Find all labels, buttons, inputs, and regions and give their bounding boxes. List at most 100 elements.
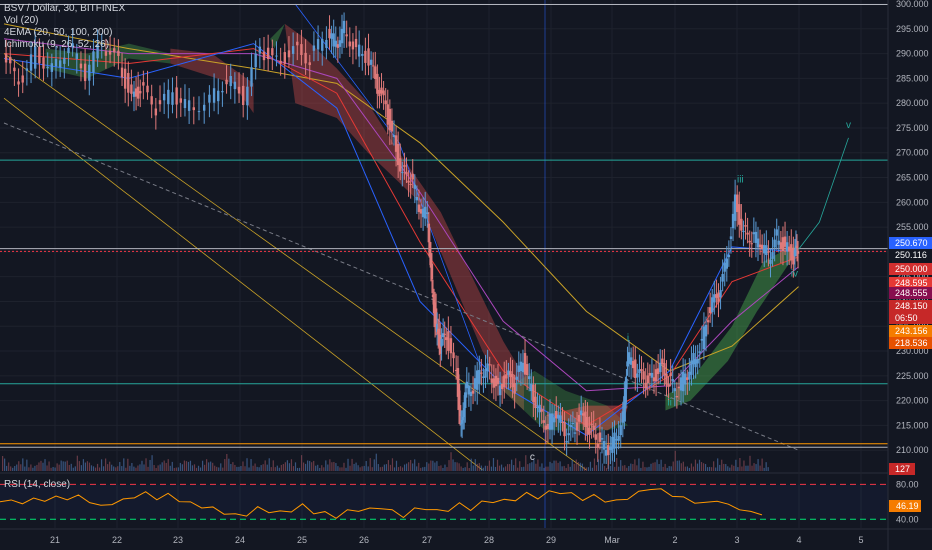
volume-bar	[702, 463, 705, 471]
volume-bar	[488, 460, 491, 471]
volume-bar	[179, 462, 181, 471]
candle-body	[421, 208, 425, 218]
volume-bar	[34, 465, 36, 471]
candle-body	[708, 307, 712, 314]
volume-bar	[40, 460, 42, 471]
candle-body	[430, 263, 434, 280]
candle-body	[796, 250, 800, 254]
volume-bar	[434, 462, 436, 471]
volume-bar	[557, 462, 559, 471]
wave-label: iii	[737, 174, 744, 185]
volume-bar	[197, 465, 200, 471]
candle-body	[452, 352, 455, 359]
candle-body	[706, 320, 710, 323]
candle-body	[598, 432, 602, 442]
vol-legend[interactable]: Vol (20)	[4, 15, 39, 26]
candle-body	[441, 333, 445, 338]
candle-body	[769, 259, 772, 264]
rsi-legend[interactable]: RSI (14, close)	[4, 479, 71, 490]
volume-bar	[608, 465, 610, 471]
candle-body	[150, 96, 153, 105]
candle-body	[100, 43, 103, 45]
candle-body	[463, 408, 466, 418]
candle-body	[25, 68, 29, 71]
volume-bar	[10, 466, 12, 471]
ema-legend[interactable]: 4EMA (20, 50, 100, 200)	[4, 27, 113, 38]
candle-body	[392, 135, 396, 137]
candle-body	[496, 377, 500, 385]
volume-bar	[444, 464, 446, 471]
candle-body	[592, 425, 595, 430]
candle-body	[127, 72, 130, 93]
candle-body	[511, 374, 514, 388]
candle-body	[788, 246, 791, 251]
candle-body	[661, 358, 664, 365]
volume-bar	[30, 464, 32, 471]
ema-20	[3, 43, 799, 436]
volume-bar	[458, 463, 460, 471]
volume-bar	[8, 462, 10, 471]
volume-bar	[646, 467, 648, 471]
volume-bar	[452, 459, 454, 471]
volume-bar	[470, 458, 472, 471]
price-badge-label: 250.116	[895, 250, 927, 260]
candle-body	[457, 384, 461, 410]
time-tick-label: 22	[112, 535, 122, 545]
candle-body	[638, 369, 641, 374]
symbol-title[interactable]: BSV / Dollar, 30, BITFINEX	[4, 3, 126, 14]
volume-bar	[14, 466, 16, 471]
volume-bar	[636, 465, 638, 471]
volume-bar	[715, 467, 717, 471]
volume-bar	[397, 467, 400, 471]
volume-bar	[496, 459, 499, 471]
volume-bar	[222, 467, 224, 471]
volume-bar	[290, 459, 293, 471]
volume-bar	[129, 465, 131, 471]
candle-body	[530, 383, 533, 392]
time-tick-label: 26	[359, 535, 369, 545]
candle-body	[669, 373, 672, 377]
volume-bar	[575, 459, 577, 471]
volume-bar	[654, 462, 656, 471]
volume-bar	[64, 461, 66, 471]
candle-body	[698, 351, 701, 353]
candle-body	[684, 373, 687, 385]
volume-bar	[761, 458, 763, 471]
volume-bar	[692, 466, 695, 471]
candle-body	[275, 55, 278, 57]
ichimoku-legend[interactable]: Ichimoku (9, 26, 52, 26)	[4, 39, 110, 50]
volume-bar	[131, 462, 133, 471]
candle-body	[748, 240, 751, 243]
volume-bar	[351, 458, 353, 471]
volume-bar	[220, 463, 222, 471]
volume-bar	[262, 464, 264, 471]
price-tick-label: 210.000	[896, 445, 929, 455]
volume-bar	[478, 463, 480, 471]
time-tick-label: 5	[858, 535, 863, 545]
volume-bar	[573, 463, 575, 471]
candle-body	[357, 44, 361, 57]
candle-body	[158, 100, 162, 105]
candle-body	[34, 46, 37, 69]
volume-bar	[743, 460, 745, 471]
volume-bar	[302, 462, 305, 471]
ema-200	[3, 23, 799, 372]
volume-bar	[733, 465, 735, 471]
volume-bar	[266, 464, 268, 471]
trendline-2	[3, 53, 587, 471]
volume-bar	[440, 465, 442, 471]
volume-bar	[638, 458, 640, 471]
candle-body	[785, 242, 789, 252]
candle-body	[328, 28, 331, 39]
volume-bar	[6, 465, 8, 471]
candle-body	[688, 371, 691, 380]
volume-bar	[270, 467, 272, 471]
volume-bar	[656, 459, 658, 471]
candle-body	[42, 57, 45, 69]
volume-bar	[678, 460, 680, 471]
candle-body	[607, 445, 610, 456]
candle-body	[183, 99, 187, 109]
candle-body	[490, 378, 493, 383]
volume-bar	[48, 461, 50, 471]
